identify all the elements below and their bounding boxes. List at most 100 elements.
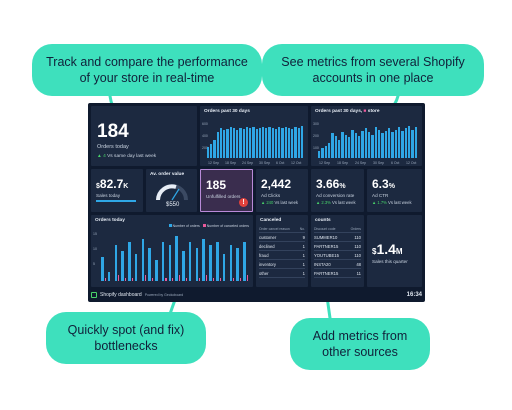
table-row: SUMMER10 110 — [314, 233, 361, 242]
legend-swatch — [202, 224, 206, 227]
discounts-table: Discount code Orders SUMMER10 110 PARTNER15… — [314, 226, 361, 278]
chart-bar-orders — [148, 248, 151, 281]
orders-today-value: 184 — [97, 121, 129, 142]
ad-clicks-compare-text: Vs last week — [274, 200, 299, 205]
chart-bar — [407, 125, 411, 158]
chart-bar — [216, 132, 219, 158]
ctr-delta: 1.7% — [377, 200, 387, 205]
y-tick: 600 — [202, 122, 208, 126]
chart-bar-group — [121, 233, 127, 281]
chart-bar-orders — [216, 242, 219, 281]
table-cell: 48 — [356, 261, 361, 267]
chart-bar — [321, 148, 324, 158]
up-arrow-icon: ▲ — [316, 200, 321, 205]
table-row: INSTA20 48 — [314, 260, 361, 269]
chart-bar — [274, 129, 278, 158]
chart-bar-group — [236, 233, 242, 281]
sales-quarter-number: 1.4 — [376, 241, 396, 257]
chart-bar-orders — [128, 242, 131, 281]
canceled-title: Canceled — [260, 218, 282, 223]
table-row: YOUTUBE15 110 — [314, 251, 361, 260]
table-cell: PARTNER15 — [314, 270, 339, 276]
geckoboard-logo-icon — [91, 292, 97, 298]
y-tick: 400 — [202, 134, 208, 138]
chart-bar — [364, 128, 367, 158]
chart-bar-group — [168, 233, 174, 281]
conversion-label: Ad conversion rate — [316, 193, 355, 198]
ad-clicks-tile: 2,442 Ad Clicks ▲ 240 Vs last week — [256, 169, 308, 212]
conversion-number: 3.66 — [316, 177, 340, 191]
y-tick: 300 — [313, 122, 319, 126]
chart-bar — [318, 150, 321, 158]
chart-bar-group — [114, 233, 120, 281]
table-header: Discount code Orders — [314, 226, 361, 233]
chart-bar — [213, 139, 216, 158]
chart-bar-orders — [101, 257, 104, 281]
orders-today-bars — [101, 233, 248, 281]
chart-bar-group — [216, 233, 221, 281]
chart-bar — [331, 133, 334, 158]
ad-clicks-compare: ▲ 240 Vs last week — [261, 200, 298, 205]
chart-bar-canceled — [165, 278, 167, 281]
chart-bar-canceled — [151, 278, 154, 281]
ctr-compare-text: Vs last week — [388, 200, 412, 205]
sales-progress-bar — [96, 200, 136, 202]
orders-30-days-store-tile: Orders past 30 days, ■ store 300 200 100… — [311, 106, 422, 166]
chart-bar — [255, 129, 258, 158]
chart-bar-group — [134, 233, 140, 281]
unfulfilled-orders-tile[interactable]: 185 Unfulfilled orders ! — [200, 169, 253, 212]
dashboard-footer: Shopify dashboard Powered by Geckoboard … — [91, 290, 422, 300]
canceled-table: Order cancel reason No. customer 9 declined… — [259, 226, 305, 278]
chart-bar-canceled — [124, 278, 127, 281]
sales-today-label: Sales today — [96, 193, 121, 198]
store-legend-dot: ■ — [363, 109, 367, 114]
sales-quarter-tile: $1.4M Sales this quarter — [367, 215, 422, 287]
table-cell: other — [259, 270, 269, 276]
chart-bar — [271, 127, 274, 158]
x-tick: 12 Sep — [319, 161, 331, 165]
chart-bar — [367, 132, 371, 158]
chart-bar-canceled — [239, 278, 242, 281]
chart-bar — [384, 130, 387, 158]
chart-bar-group — [128, 233, 133, 281]
unfulfilled-value: 185 — [206, 178, 227, 192]
column-header: Discount code — [314, 227, 336, 231]
column-header: Order cancel reason — [259, 227, 290, 231]
chart-bar-group — [188, 233, 194, 281]
orders-30-store-title-text: Orders past 30 days, — [315, 109, 363, 114]
chart-bar-group — [141, 233, 147, 281]
chart-bar — [394, 129, 397, 158]
powered-by: Powered by Geckoboard — [144, 293, 184, 297]
sales-quarter-unit: M — [395, 247, 403, 256]
chart-bar-canceled — [178, 275, 181, 281]
chart-bar-orders — [114, 245, 118, 281]
callout-track-performance: Track and compare the performance of you… — [32, 44, 262, 96]
table-cell: customer — [259, 234, 277, 240]
chart-bar — [374, 127, 377, 158]
table-header: Order cancel reason No. — [259, 226, 305, 233]
table-cell: INSTA20 — [314, 261, 331, 267]
chart-bar — [291, 129, 294, 158]
chart-bar — [381, 133, 384, 158]
chart-bar-group — [243, 233, 248, 281]
canceled-tile: Canceled Order cancel reason No. customer… — [256, 215, 308, 287]
ctr-value: 6.3% — [372, 177, 395, 191]
aov-value: $550 — [166, 202, 180, 208]
chart-bar-orders — [107, 272, 111, 281]
avg-order-value-tile: Av. order value $550 — [146, 169, 197, 212]
chart-bar — [414, 127, 417, 158]
chart-bar — [258, 127, 261, 158]
gauge-icon — [156, 184, 188, 201]
chart-bar — [371, 134, 374, 158]
discounts-title: counts — [315, 218, 331, 223]
orders-30-title: Orders past 30 days — [204, 109, 250, 114]
chart-bar — [281, 128, 284, 158]
orders-today-chart-title: Orders today — [95, 218, 125, 223]
alert-icon: ! — [239, 198, 248, 207]
orders-today-label: Orders today — [97, 144, 129, 150]
x-tick: 12 Oct — [291, 161, 302, 165]
dashboard-screen: 184 Orders today ▲ 4 Vs same day last we… — [88, 103, 425, 302]
chart-bar-orders — [161, 242, 165, 281]
chart-bar — [232, 128, 236, 158]
